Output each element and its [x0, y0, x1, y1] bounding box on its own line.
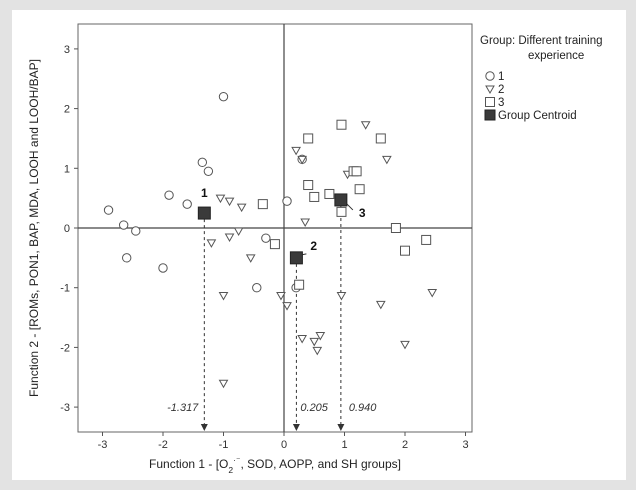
group-1-point [158, 263, 168, 273]
group-1-point [282, 196, 292, 206]
group-2-point [245, 254, 256, 263]
x-tick-label: 3 [462, 439, 468, 451]
projection-arrowhead [337, 424, 345, 431]
centroid-label-1: 1 [201, 186, 208, 200]
group-2-point [297, 155, 308, 165]
group-3-point [257, 199, 268, 210]
group-2-point [291, 146, 301, 156]
projection-value-label: -1.317 [167, 402, 199, 414]
y-tick-label: 0 [64, 223, 70, 235]
group-2-point [309, 337, 320, 347]
legend-label: 1 [498, 71, 504, 83]
group-1-point [118, 220, 129, 230]
y-tick-label: -1 [60, 283, 70, 295]
group-1-point [131, 226, 141, 236]
group-2-point [218, 379, 229, 389]
group-3-point [421, 234, 432, 245]
group-3-point [303, 180, 314, 191]
group-1-point [252, 283, 262, 293]
tick-layer: -3 -2 -1 0 1 2 3 -3 -2 -1 0 1 2 3 [60, 44, 468, 451]
group-3-point [375, 133, 386, 144]
group-2-point [224, 197, 235, 207]
group-3-point [294, 279, 305, 290]
legend: Group: Different training experience 123… [480, 35, 603, 122]
group-1-point [218, 91, 229, 102]
x-tick-label: -1 [219, 439, 229, 451]
y-tick-label: 1 [64, 163, 70, 175]
group-centroid-3 [334, 193, 348, 207]
projection-arrowhead [200, 424, 208, 431]
group-3-point [324, 188, 335, 199]
group-centroid-2 [289, 251, 303, 265]
y-axis-title: Function 2 - [ROMs, PON1, BAP, MDA, LOOH… [27, 59, 41, 397]
legend-marker-2 [485, 85, 495, 95]
group-3-point [354, 184, 365, 195]
group-1-point [103, 205, 114, 215]
centroid-layer: 1 2 3 [197, 186, 366, 265]
group-3-point [336, 206, 347, 217]
centroid-label-3: 3 [359, 206, 366, 220]
legend-marker-3 [485, 97, 495, 107]
legend-marker-centroid [484, 109, 496, 121]
group-2-point [427, 288, 438, 298]
group-1-point [203, 166, 214, 176]
group-2-point [300, 218, 311, 228]
x-axis-title: Function 1 - [O2·⁻, SOD, AOPP, and SH gr… [149, 455, 401, 475]
group-2-point [236, 203, 247, 213]
legend-label: 3 [498, 97, 504, 109]
centroid-label-2: 2 [310, 239, 317, 253]
group-3-point [269, 239, 280, 250]
projection-arrowhead [292, 424, 300, 431]
projection-layer: -1.317 0.205 0.940 [167, 205, 377, 431]
legend-label: Group Centroid [498, 110, 577, 122]
reference-lines [78, 24, 472, 432]
group-centroid-1 [197, 206, 211, 220]
y-tick-label: -2 [60, 342, 70, 354]
group-3-point [309, 191, 320, 202]
group-2-point [375, 300, 386, 310]
legend-marker-1 [485, 71, 495, 81]
x-tick-label: -2 [158, 439, 168, 451]
group-2-point [336, 291, 347, 301]
y-tick-label: 2 [64, 104, 70, 116]
group-2-point [233, 227, 244, 236]
group-2-point [276, 291, 286, 301]
legend-title-line2: experience [528, 50, 584, 62]
group-2-point [381, 155, 392, 165]
group-2-point [297, 334, 308, 344]
group-2-point [206, 239, 217, 248]
group-2-point [215, 194, 226, 204]
legend-label: 2 [498, 84, 504, 96]
group-1-point [197, 157, 208, 168]
group-2-point [224, 233, 235, 242]
group-3-point [400, 245, 410, 256]
x-tick-label: 1 [341, 439, 347, 451]
group-2-point [312, 346, 323, 356]
group-2-point [315, 331, 326, 341]
group-3-point [351, 166, 362, 177]
projection-value-label: 0.205 [300, 402, 328, 414]
group-1-point [122, 253, 132, 263]
group-2-point [360, 121, 371, 130]
y-tick-label: -3 [60, 402, 70, 414]
group-2-point [282, 302, 292, 311]
group-1-point [164, 190, 174, 200]
x-tick-label: 2 [402, 439, 408, 451]
x-tick-label: -3 [98, 439, 108, 451]
group-1-point [182, 199, 192, 209]
group-2-point [218, 291, 229, 301]
group-1-point [261, 233, 271, 243]
projection-value-label: 0.940 [349, 402, 377, 414]
group-3-point [336, 119, 347, 130]
points-layer [103, 91, 438, 389]
group-3-point [390, 223, 401, 233]
y-tick-label: 3 [64, 44, 70, 56]
group-2-point [400, 340, 410, 350]
group-3-point [303, 133, 314, 144]
x-tick-label: 0 [281, 439, 287, 451]
legend-title-line1: Group: Different training [480, 35, 603, 47]
